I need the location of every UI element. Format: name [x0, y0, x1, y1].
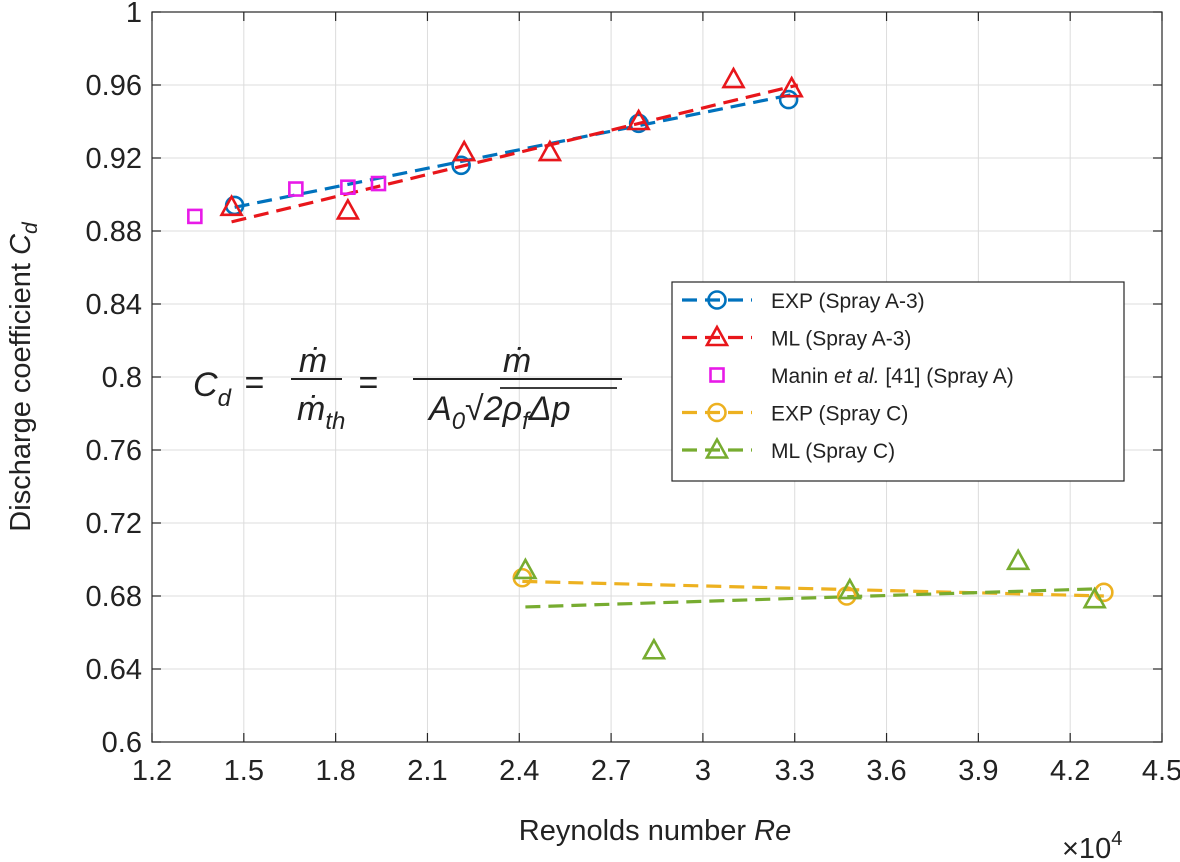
svg-text:ṁ: ṁ: [299, 342, 327, 380]
y-axis-ticks: 0.6 0.64 0.68 0.72 0.76 0.8 0.84 0.88 0.92 0.96 1: [86, 0, 1162, 759]
x-axis-label: Reynolds number Re: [519, 815, 791, 847]
data-point-series-1: [779, 75, 804, 98]
x-tick-label: 3.6: [866, 755, 906, 787]
data-point-series-4: [1005, 548, 1031, 571]
trend-lines: [231, 83, 1104, 609]
x-tick-label: 2.7: [591, 755, 631, 787]
legend-marker-0: [707, 290, 727, 310]
data-point-series-0: [451, 155, 471, 176]
trend-line-series-1: [231, 83, 799, 224]
data-point-series-2: [187, 208, 203, 225]
x-tick-label: 2.4: [499, 755, 539, 787]
legend-box: [671, 281, 1125, 482]
trend-line-series-0: [234, 92, 796, 209]
svg-text:=: =: [244, 364, 264, 402]
trend-line-series-3: [522, 579, 1104, 598]
data-point-series-0: [778, 89, 799, 110]
y-tick-label: 0.64: [86, 654, 142, 686]
legend-marker-3: [707, 402, 727, 423]
svg-text:=: =: [358, 364, 378, 402]
y-axis-label: Discharge coefficient Cd: [5, 221, 42, 532]
data-point-series-2: [288, 181, 304, 197]
legend-label-2: Manin et al. [41] (Spray A): [771, 365, 1014, 388]
data-point-series-2: [340, 179, 356, 195]
svg-text:A0√2ρfΔp: A0√2ρfΔp: [427, 390, 571, 435]
y-tick-label: 0.88: [86, 216, 142, 248]
svg-text:ṁ: ṁ: [503, 342, 531, 380]
x-tick-label: 4.5: [1142, 755, 1180, 787]
x-tick-label: 3.3: [775, 755, 815, 787]
legend-marker-4: [704, 436, 730, 459]
x-axis-ticks: 1.2 1.5 1.8 2.1 2.4 2.7 3 3.3 3.6 3.9 4.2 4.5: [132, 12, 1180, 787]
svg-text:ṁth: ṁth: [297, 390, 345, 435]
legend-label-0: EXP (Spray A-3): [771, 290, 925, 313]
data-point-series-1: [335, 197, 361, 220]
legend-label-3: EXP (Spray C): [771, 403, 908, 426]
y-tick-label: 1: [126, 0, 142, 29]
data-point-series-4: [641, 637, 667, 660]
svg-text:Cd: Cd: [193, 366, 232, 412]
data-point-series-4: [1082, 586, 1107, 609]
data-point-series-1: [219, 194, 244, 217]
y-tick-label: 0.68: [86, 581, 142, 613]
x-axis-exponent: ×104: [1062, 828, 1122, 862]
y-tick-label: 0.96: [86, 70, 142, 102]
data-points: [187, 66, 1114, 660]
legend-marker-2: [709, 367, 725, 383]
x-tick-label: 2.1: [407, 755, 447, 787]
x-tick-label: 3.9: [958, 755, 998, 787]
data-point-series-4: [513, 557, 538, 580]
legend-label-1: ML (Spray A-3): [771, 328, 911, 351]
y-tick-label: 0.84: [86, 289, 142, 321]
trend-line-series-4: [525, 587, 1101, 609]
x-tick-label: 3: [695, 755, 711, 787]
x-tick-label: 1.5: [224, 755, 264, 787]
data-point-series-2: [370, 175, 387, 192]
data-point-series-1: [721, 66, 746, 89]
legend-marker-1: [704, 324, 730, 347]
y-tick-label: 0.8: [102, 362, 142, 394]
x-tick-label: 1.2: [132, 755, 172, 787]
data-point-series-1: [626, 108, 651, 131]
data-point-series-1: [451, 139, 477, 162]
x-tick-label: 1.8: [315, 755, 355, 787]
legend-label-4: ML (Spray C): [771, 440, 895, 463]
data-point-series-4: [837, 577, 863, 600]
data-point-series-1: [537, 139, 563, 162]
legend: EXP (Spray A-3) ML (Spray A-3) Manin et al…: [671, 281, 1125, 482]
y-tick-label: 0.6: [102, 727, 142, 759]
formula-annotation: Cd = ṁ ṁth = ṁ A0√2ρfΔp: [193, 342, 622, 435]
x-tick-label: 4.2: [1050, 755, 1090, 787]
y-tick-label: 0.72: [86, 508, 142, 540]
y-tick-label: 0.92: [86, 143, 142, 175]
data-point-series-0: [628, 113, 649, 134]
y-tick-label: 0.76: [86, 435, 142, 467]
